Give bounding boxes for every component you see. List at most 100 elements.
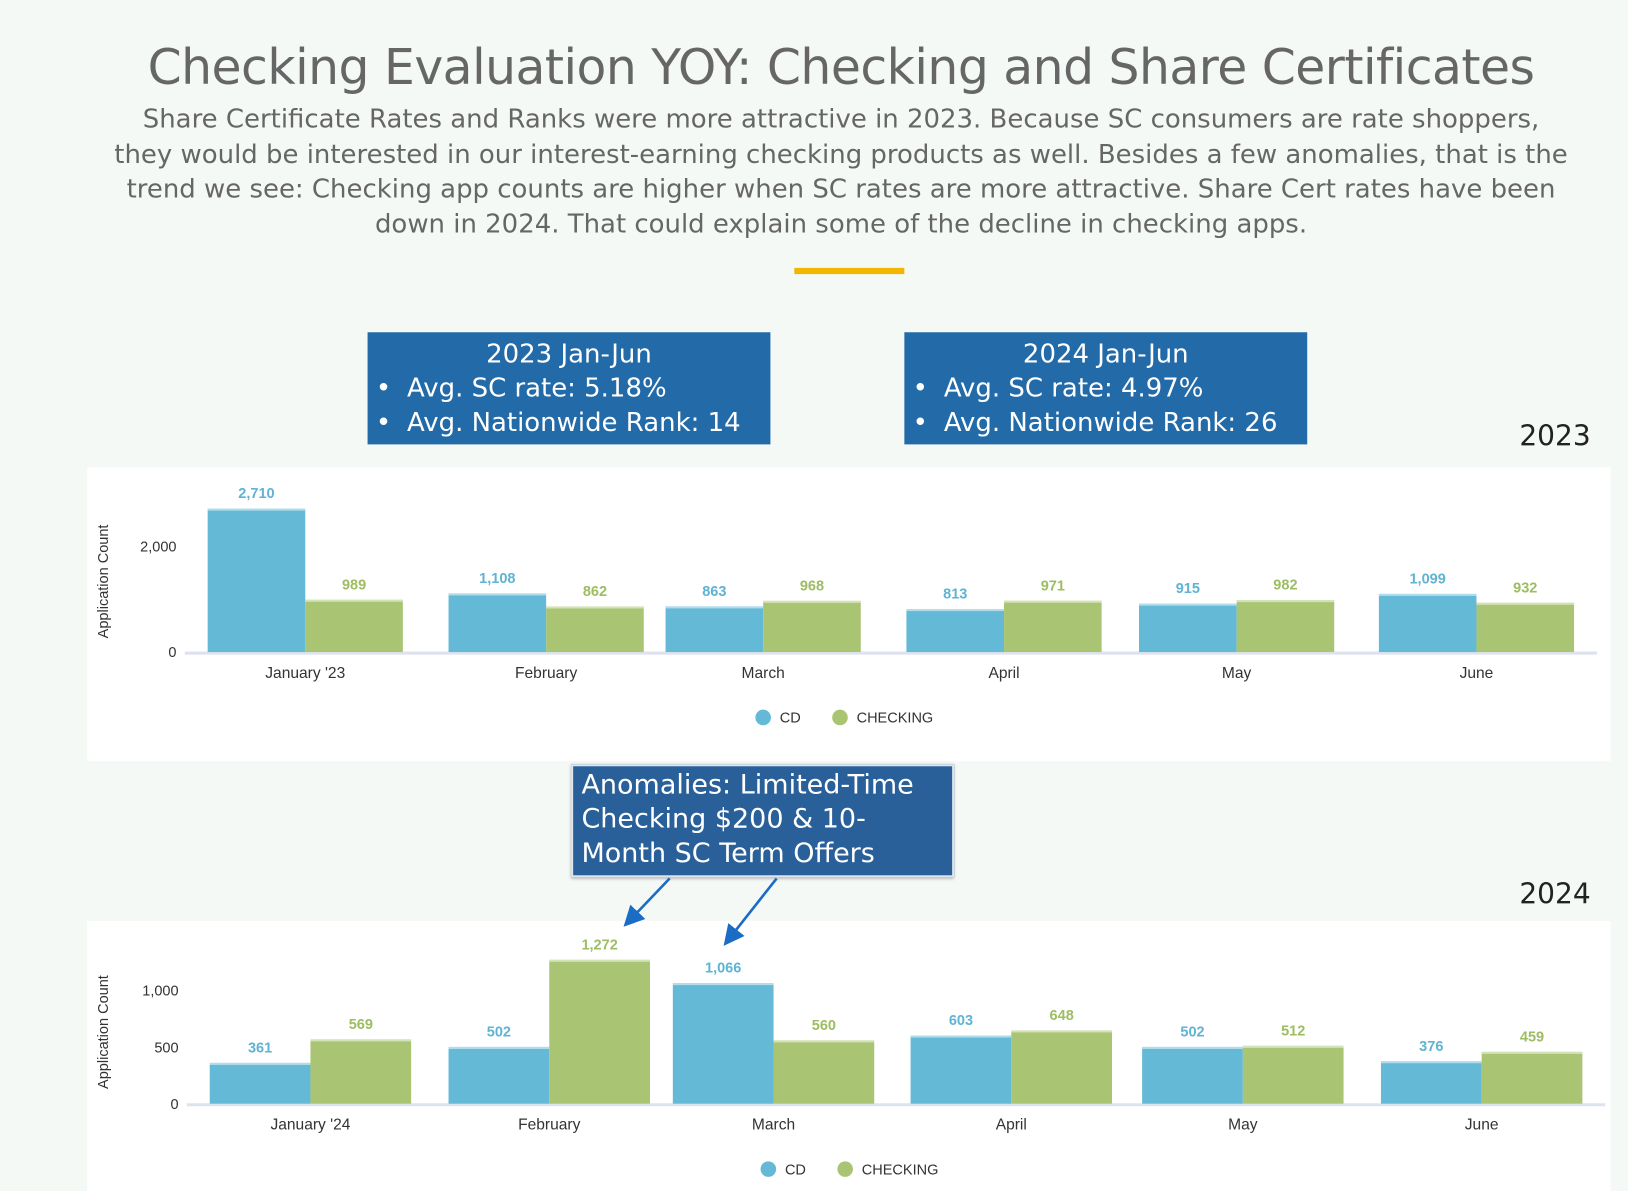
info-bullet: • Avg. SC rate: 4.97% (912, 372, 1204, 403)
info-bullet: • Avg. SC rate: 5.18% (375, 372, 667, 403)
legend-label: CHECKING (857, 711, 934, 727)
arrow-icon (723, 877, 778, 946)
bar-highlight (1378, 593, 1477, 596)
data-label: 1,272 (581, 937, 617, 953)
data-label: 376 (1419, 1039, 1443, 1055)
bar-checking (1242, 1045, 1344, 1104)
bar-cd (672, 983, 774, 1104)
x-tick-label: June (1460, 665, 1494, 682)
data-label: 1,099 (1409, 571, 1445, 587)
y-axis-label: Application Count (96, 525, 112, 639)
bar-checking (1236, 600, 1335, 653)
data-label: 603 (949, 1013, 973, 1029)
bar-cd (906, 609, 1005, 653)
bar-checking (546, 606, 644, 653)
bar-checking (305, 599, 403, 653)
y-tick-label: 2,000 (140, 539, 176, 555)
x-tick-label: March (742, 665, 785, 682)
data-label: 1,108 (479, 571, 515, 587)
chart-title-2024: 2024 (1519, 878, 1591, 911)
data-label: 968 (800, 578, 824, 594)
bar-cd (910, 1035, 1012, 1104)
bar-checking (1481, 1051, 1583, 1104)
bar-checking (549, 959, 650, 1104)
bar-highlight (763, 600, 861, 603)
y-tick-label: 1,000 (142, 984, 178, 1000)
info-heading: 2024 Jan-Jun (1022, 338, 1189, 369)
info-box-2023: 2023 Jan-Jun • Avg. SC rate: 5.18% • Avg. … (367, 332, 771, 445)
bar-highlight (305, 599, 403, 602)
bar-highlight (448, 1046, 550, 1049)
bar-highlight (207, 508, 306, 511)
x-tick-label: May (1228, 1117, 1258, 1134)
y-tick-label: 500 (154, 1040, 178, 1056)
bar-highlight (1380, 1061, 1482, 1064)
bar-cd (448, 1046, 550, 1104)
bar-cd (448, 593, 547, 653)
chart-title-2023: 2023 (1519, 420, 1591, 453)
x-tick-label: April (996, 1117, 1027, 1134)
data-label: 1,066 (705, 961, 741, 977)
info-box-2024: 2024 Jan-Jun • Avg. SC rate: 4.97% • Avg. … (904, 332, 1308, 445)
bar-checking (763, 600, 861, 653)
x-tick-label: January '23 (265, 665, 345, 682)
data-label: 648 (1050, 1008, 1074, 1024)
bar-highlight (310, 1039, 412, 1042)
info-heading: 2023 Jan-Jun (486, 338, 652, 369)
x-tick-label: May (1222, 665, 1252, 682)
data-label: 502 (487, 1025, 511, 1041)
bar-highlight (209, 1062, 311, 1065)
page-title: Checking Evaluation YOY: Checking and Sh… (147, 39, 1535, 97)
x-tick-label: February (515, 665, 577, 682)
data-label: 982 (1273, 578, 1297, 594)
data-label: 989 (342, 577, 366, 593)
data-label: 971 (1041, 578, 1065, 594)
bar-checking (1004, 600, 1102, 653)
bar-cd (1378, 593, 1477, 653)
x-tick-label: March (752, 1117, 795, 1134)
data-label: 862 (583, 584, 607, 600)
bar-cd (1380, 1061, 1482, 1104)
legend-swatch-icon (755, 709, 771, 726)
data-label: 813 (943, 587, 967, 603)
bar-highlight (910, 1035, 1012, 1038)
x-tick-label: April (988, 665, 1019, 682)
legend-swatch-icon (832, 709, 848, 726)
bar-highlight (1142, 1046, 1243, 1049)
bar-checking (773, 1040, 875, 1104)
bar-highlight (906, 609, 1005, 612)
legend-label: CHECKING (862, 1162, 939, 1178)
bar-cd (209, 1062, 311, 1104)
bar-highlight (1236, 600, 1335, 603)
arrow-icon (623, 877, 671, 927)
legend-swatch-icon (760, 1161, 777, 1177)
x-tick-label: January '24 (270, 1117, 350, 1134)
legend-swatch-icon (837, 1161, 853, 1177)
bar-highlight (672, 983, 774, 986)
data-label: 512 (1281, 1023, 1305, 1039)
bar-cd (1142, 1046, 1243, 1104)
x-tick-label: June (1465, 1117, 1499, 1134)
bar-highlight (1139, 603, 1237, 606)
legend-label: CD (785, 1162, 806, 1178)
data-label: 863 (702, 584, 726, 600)
bar-highlight (1242, 1045, 1344, 1048)
bar-highlight (1011, 1030, 1113, 1033)
info-bullet: • Avg. Nationwide Rank: 14 (375, 407, 741, 438)
y-axis-label: Application Count (96, 975, 112, 1089)
bar-cd (1139, 603, 1237, 653)
x-tick-label: February (518, 1117, 580, 1134)
accent-divider (794, 267, 905, 275)
data-label: 569 (349, 1017, 373, 1033)
data-label: 361 (248, 1040, 272, 1056)
data-label: 915 (1176, 581, 1200, 597)
data-label: 560 (812, 1018, 836, 1034)
data-label: 502 (1180, 1025, 1204, 1041)
anomaly-callout: Anomalies: Limited-Time Checking $200 & … (571, 764, 955, 878)
bar-highlight (773, 1040, 875, 1043)
bar-highlight (1004, 600, 1102, 603)
bar-highlight (546, 606, 644, 609)
info-bullet: • Avg. Nationwide Rank: 26 (912, 407, 1278, 438)
